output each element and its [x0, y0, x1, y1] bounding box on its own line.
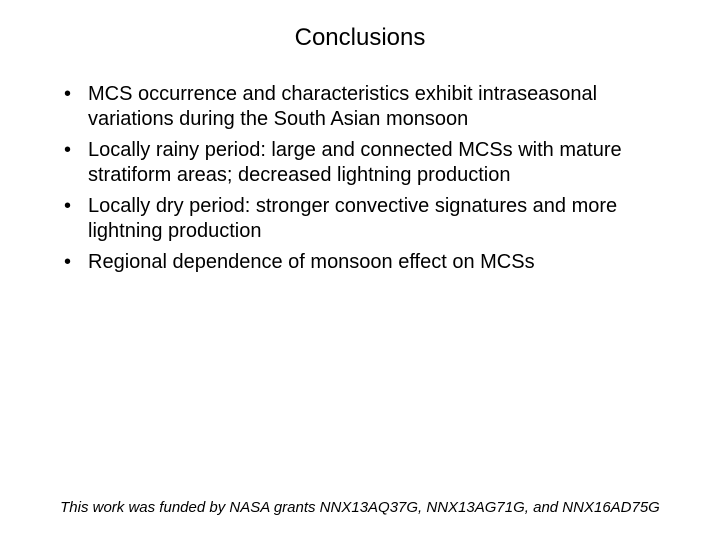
bullet-list: MCS occurrence and characteristics exhib…: [50, 82, 670, 275]
slide: Conclusions MCS occurrence and character…: [0, 0, 720, 540]
list-item: MCS occurrence and characteristics exhib…: [50, 82, 670, 132]
funding-footer: This work was funded by NASA grants NNX1…: [0, 499, 720, 516]
list-item: Locally dry period: stronger convective …: [50, 194, 670, 244]
slide-body: MCS occurrence and characteristics exhib…: [0, 62, 720, 275]
slide-title: Conclusions: [0, 0, 720, 62]
list-item: Regional dependence of monsoon effect on…: [50, 250, 670, 275]
list-item: Locally rainy period: large and connecte…: [50, 138, 670, 188]
